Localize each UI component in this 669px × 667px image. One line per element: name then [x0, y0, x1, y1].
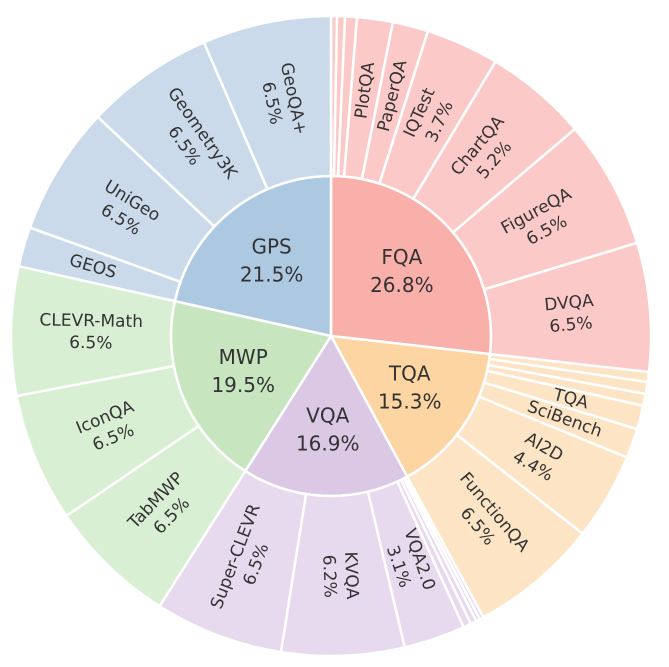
inner-value: 21.5% [240, 262, 304, 286]
outer-wedge [202, 14, 333, 191]
inner-value: 26.8% [370, 273, 434, 297]
inner-value: 16.9% [296, 431, 360, 455]
outer-value: 6.2% [318, 554, 340, 598]
inner-label: VQA [306, 403, 349, 427]
outer-wedge [411, 59, 577, 235]
outer-label: KVQA [340, 551, 362, 600]
inner-value: 15.3% [378, 390, 442, 414]
outer-label: DVQA [543, 291, 594, 315]
inner-label: MWP [219, 345, 268, 369]
outer-value: 6.5% [69, 333, 113, 354]
inner-label: GPS [251, 234, 291, 258]
inner-label: FQA [381, 245, 422, 269]
outer-wedge [279, 490, 407, 658]
inner-value: 19.5% [211, 373, 275, 397]
outer-value: 6.5% [549, 313, 594, 337]
outer-label: CLEVR-Math [39, 310, 143, 332]
inner-label: TQA [388, 362, 431, 386]
